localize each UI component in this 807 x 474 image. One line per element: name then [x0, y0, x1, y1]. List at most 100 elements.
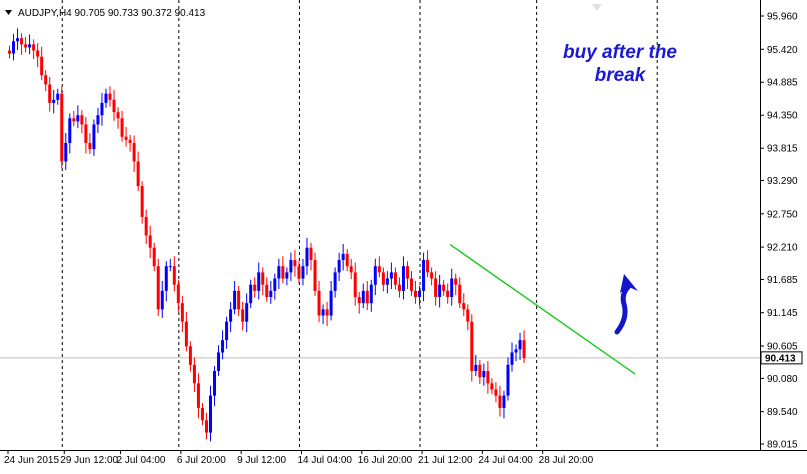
candle-body: [245, 303, 249, 322]
candle-body: [209, 395, 212, 433]
candle-body: [297, 266, 301, 279]
candle: [60, 86, 64, 169]
candle: [132, 135, 136, 172]
candle-body: [494, 389, 498, 396]
candle-body: [281, 266, 285, 279]
candle: [381, 267, 385, 292]
candle: [301, 258, 305, 286]
candle: [152, 242, 156, 272]
candle: [365, 280, 369, 310]
candle: [144, 209, 148, 245]
candle: [200, 403, 204, 426]
candle-body: [522, 340, 526, 359]
y-tick-label: 93.815: [767, 144, 798, 155]
candle: [466, 304, 470, 331]
candle-body: [317, 290, 321, 316]
candle-body: [450, 278, 454, 298]
candle-body: [88, 142, 92, 150]
candle: [164, 261, 168, 302]
candle-body: [309, 247, 313, 261]
candle-body: [204, 420, 208, 433]
candle-body: [329, 290, 333, 316]
y-tick-label: 95.420: [767, 45, 798, 56]
candle: [397, 277, 401, 298]
candle: [96, 107, 100, 134]
candle-body: [124, 136, 128, 140]
candle-body: [176, 284, 180, 304]
candle: [389, 262, 393, 290]
candle: [68, 113, 72, 154]
annotation-line-1: buy after the: [563, 42, 677, 63]
candle-body: [337, 260, 341, 273]
candle-body: [474, 364, 478, 371]
candle: [128, 134, 132, 152]
candle: [418, 285, 422, 306]
candle: [482, 363, 486, 386]
candle-body: [466, 309, 470, 322]
candle-body: [438, 284, 442, 298]
candle: [317, 280, 321, 323]
candle: [156, 258, 160, 317]
candle: [357, 292, 361, 314]
candle: [373, 258, 377, 296]
candle-body: [333, 272, 337, 291]
candle: [120, 110, 124, 142]
candle: [305, 237, 309, 275]
candle-body: [305, 247, 309, 267]
candle: [116, 107, 120, 129]
candle-body: [430, 272, 434, 279]
candle-body: [136, 161, 140, 187]
x-tick-label: 16 Jul 20:00: [358, 455, 413, 466]
candle-body: [213, 370, 217, 396]
candle-body: [470, 321, 474, 371]
candle: [8, 45, 11, 59]
candle: [522, 330, 526, 363]
candle-body: [273, 278, 277, 291]
candle: [293, 250, 297, 277]
candle-body: [160, 290, 164, 310]
candle: [450, 268, 454, 306]
candle-body: [393, 272, 397, 285]
candle: [502, 390, 506, 419]
candle: [490, 378, 494, 395]
candle-body: [261, 272, 265, 285]
candle-body: [293, 260, 297, 267]
dropdown-icon[interactable]: [5, 10, 12, 15]
y-tick-label: 94.885: [767, 78, 798, 89]
candle-body: [221, 340, 225, 353]
candle-body: [192, 364, 196, 384]
candle: [12, 33, 16, 61]
candle-body: [140, 186, 144, 217]
candle: [160, 280, 164, 318]
candle-body: [144, 216, 148, 236]
candle: [281, 256, 285, 284]
candle-body: [200, 407, 204, 421]
current-price-label: 90.413: [765, 353, 796, 364]
annotation-line-2: break: [595, 65, 647, 86]
candle-body: [8, 50, 11, 54]
candle-body: [120, 118, 124, 137]
candle: [446, 283, 450, 304]
candle-body: [397, 284, 401, 291]
candle-body: [502, 395, 506, 408]
x-tick-label: 21 Jul 12:00: [418, 455, 473, 466]
candle-body: [418, 290, 422, 298]
x-tick-label: 24 Jun 2015: [4, 455, 59, 466]
candle-body: [313, 260, 317, 291]
candle: [289, 252, 293, 281]
up-arrow-icon: [614, 274, 638, 335]
candle: [225, 316, 229, 349]
candle: [313, 252, 317, 296]
candle-body: [72, 118, 76, 122]
candle: [369, 279, 373, 312]
candle: [285, 267, 289, 286]
x-tick-label: 2 Jul 04:00: [117, 455, 166, 466]
candle-body: [514, 349, 518, 353]
candle: [192, 357, 196, 392]
candle-body: [381, 272, 385, 285]
candle: [64, 133, 68, 171]
candle-body: [68, 118, 72, 143]
candle: [84, 117, 88, 154]
y-tick-label: 89.540: [767, 407, 798, 418]
